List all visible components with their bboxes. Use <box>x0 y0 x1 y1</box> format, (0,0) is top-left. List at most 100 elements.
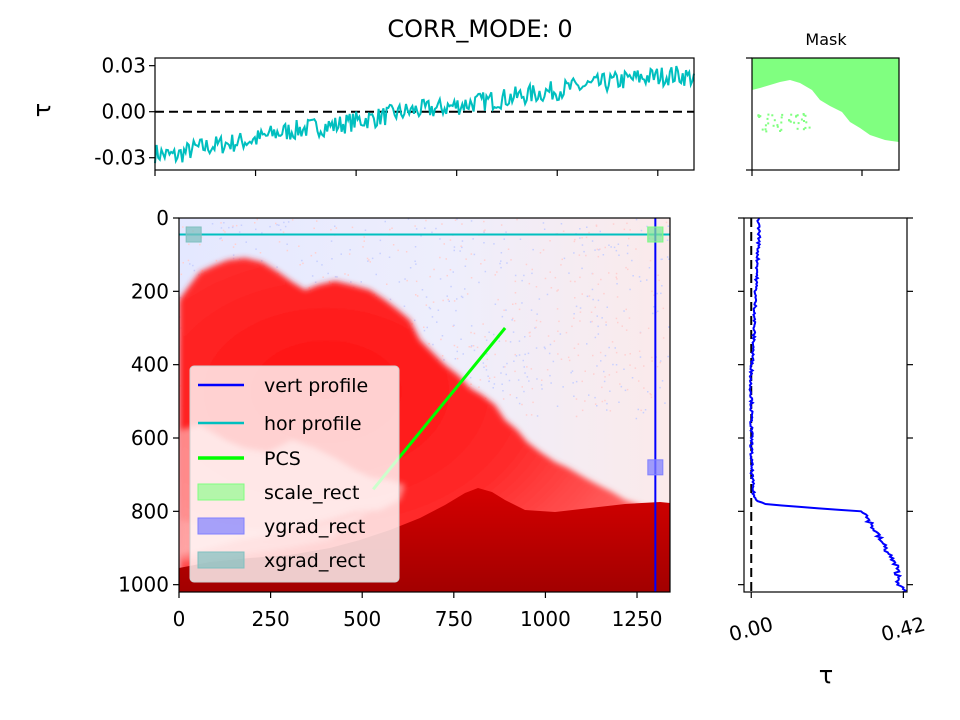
legend-xgrad-rect-label: xgrad_rect <box>264 550 365 572</box>
image-noise-dot <box>615 364 618 366</box>
image-noise-dot <box>629 229 631 231</box>
image-noise-dot <box>568 272 570 274</box>
image-noise-dot <box>472 345 475 347</box>
image-noise-dot <box>651 360 653 362</box>
image-noise-dot <box>506 362 508 365</box>
image-x-ticks: 0 250 500 750 1000 1250 <box>173 592 662 631</box>
image-noise-dot <box>617 321 619 324</box>
legend-pcs-label: PCS <box>264 448 301 470</box>
image-noise-dot <box>595 224 598 226</box>
image-noise-dot <box>282 231 285 233</box>
image-noise-dot <box>604 246 606 249</box>
image-noise-dot <box>254 222 256 224</box>
image-noise-dot <box>443 243 445 245</box>
image-noise-dot <box>452 271 454 273</box>
image-noise-dot <box>542 222 545 224</box>
image-noise-dot <box>231 226 234 229</box>
image-noise-dot <box>659 386 661 389</box>
image-noise-dot <box>515 397 518 399</box>
image-noise-dot <box>486 353 488 355</box>
image-noise-dot <box>588 231 590 234</box>
image-x-tick-label: 1000 <box>520 607 571 631</box>
image-noise-dot <box>187 259 190 262</box>
image-noise-dot <box>220 227 223 229</box>
image-noise-dot <box>455 309 457 312</box>
image-noise-dot <box>606 306 608 308</box>
image-noise-dot <box>601 386 603 389</box>
image-noise-dot <box>594 306 596 309</box>
image-noise-dot <box>330 240 333 242</box>
image-noise-dot <box>629 288 631 291</box>
image-noise-dot <box>501 315 504 318</box>
image-noise-dot <box>459 250 461 252</box>
image-noise-dot <box>639 280 642 282</box>
image-noise-dot <box>448 300 450 302</box>
mask-fill-region <box>752 58 899 142</box>
image-noise-dot <box>649 393 651 395</box>
image-noise-dot <box>456 346 459 348</box>
image-noise-dot <box>468 346 470 348</box>
image-noise-dot <box>575 380 578 383</box>
image-noise-dot <box>662 337 665 339</box>
image-noise-dot <box>505 373 507 376</box>
image-noise-dot <box>623 368 625 370</box>
image-noise-dot <box>615 351 618 354</box>
image-y-tick-label: 1000 <box>118 573 169 597</box>
image-noise-dot <box>535 326 537 329</box>
image-noise-dot <box>557 289 559 291</box>
image-noise-dot <box>563 257 566 260</box>
image-noise-dot <box>665 221 668 224</box>
image-noise-dot <box>465 258 467 260</box>
image-noise-dot <box>391 227 393 229</box>
image-noise-dot <box>579 228 581 230</box>
image-noise-dot <box>592 273 594 275</box>
mask-speckle-dot <box>795 115 797 118</box>
image-noise-dot <box>501 383 503 385</box>
image-noise-dot <box>651 356 653 359</box>
image-noise-dot <box>439 238 441 240</box>
image-noise-dot <box>597 283 600 285</box>
image-noise-dot <box>570 371 572 374</box>
mask-speckle-dot <box>772 124 775 127</box>
image-noise-dot <box>575 305 578 308</box>
image-noise-dot <box>550 382 552 384</box>
image-noise-dot <box>436 321 438 323</box>
image-noise-dot <box>656 292 658 295</box>
image-noise-dot <box>298 245 300 247</box>
mask-speckle-dot <box>776 124 779 127</box>
image-noise-dot <box>624 389 627 392</box>
image-noise-dot <box>291 219 294 221</box>
mask-speckle-dot <box>788 119 791 122</box>
image-noise-dot <box>450 285 452 288</box>
image-noise-dot <box>283 221 285 224</box>
image-noise-dot <box>531 387 534 390</box>
vert-profile-x-tick-label: 0.42 <box>879 612 928 647</box>
image-noise-dot <box>574 297 576 299</box>
image-noise-dot <box>302 262 304 265</box>
image-noise-dot <box>525 414 528 416</box>
image-noise-dot <box>232 225 234 227</box>
image-noise-dot <box>308 287 310 289</box>
image-noise-dot <box>453 344 456 347</box>
image-noise-dot <box>443 359 445 361</box>
mask-speckle-dot <box>808 126 811 129</box>
legend-ygrad-rect-swatch <box>197 517 245 535</box>
image-noise-dot <box>327 272 329 275</box>
image-noise-dot <box>626 388 629 391</box>
image-noise-dot <box>460 338 462 340</box>
image-noise-dot <box>261 232 263 234</box>
image-noise-dot <box>591 240 594 242</box>
image-noise-dot <box>543 228 546 230</box>
image-noise-dot <box>530 414 533 416</box>
image-noise-dot <box>500 224 503 226</box>
image-noise-dot <box>429 307 432 310</box>
image-noise-dot <box>428 306 431 309</box>
image-noise-dot <box>562 386 564 388</box>
image-noise-dot <box>514 370 516 373</box>
mask-speckle-dot <box>767 113 770 116</box>
mask-speckle-dot <box>765 130 768 133</box>
image-noise-dot <box>275 222 277 225</box>
image-noise-dot <box>560 223 563 225</box>
image-noise-dot <box>565 331 568 334</box>
image-noise-dot <box>470 220 473 222</box>
